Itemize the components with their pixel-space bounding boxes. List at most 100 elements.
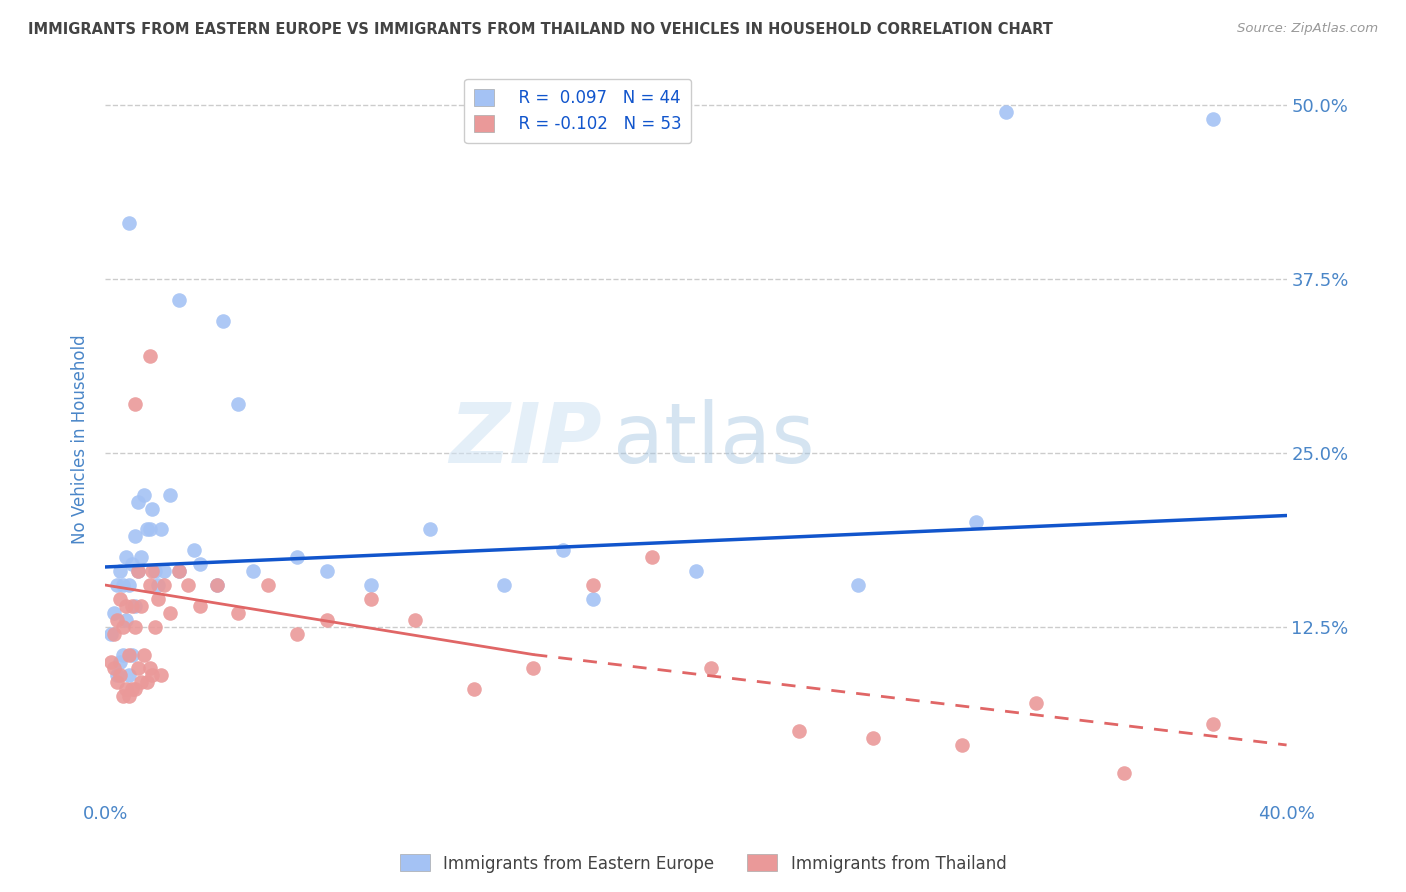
Point xyxy=(159,606,181,620)
Point xyxy=(115,682,138,697)
Point xyxy=(183,543,205,558)
Point xyxy=(256,578,278,592)
Point xyxy=(100,626,122,640)
Point xyxy=(177,578,200,592)
Point xyxy=(105,668,128,682)
Point xyxy=(127,564,149,578)
Point xyxy=(419,523,441,537)
Point xyxy=(581,578,603,592)
Point xyxy=(103,626,125,640)
Point xyxy=(148,578,170,592)
Text: ZIP: ZIP xyxy=(449,399,602,480)
Point xyxy=(207,578,229,592)
Point xyxy=(167,564,190,578)
Point xyxy=(115,613,138,627)
Point xyxy=(1202,717,1225,731)
Point xyxy=(145,564,167,578)
Point xyxy=(111,578,134,592)
Point xyxy=(551,543,574,558)
Point xyxy=(360,578,382,592)
Point xyxy=(285,550,308,565)
Point xyxy=(111,648,134,662)
Point xyxy=(138,349,160,363)
Y-axis label: No Vehicles in Household: No Vehicles in Household xyxy=(72,334,89,544)
Point xyxy=(124,529,146,543)
Point xyxy=(315,564,337,578)
Point xyxy=(285,626,308,640)
Point xyxy=(108,564,131,578)
Point xyxy=(153,578,176,592)
Point xyxy=(135,675,157,690)
Point xyxy=(121,558,143,572)
Point xyxy=(111,690,134,704)
Point xyxy=(404,613,426,627)
Point xyxy=(138,523,160,537)
Legend: Immigrants from Eastern Europe, Immigrants from Thailand: Immigrants from Eastern Europe, Immigran… xyxy=(392,847,1014,880)
Point xyxy=(188,558,211,572)
Point xyxy=(463,682,485,697)
Point xyxy=(108,668,131,682)
Point xyxy=(167,293,190,307)
Point xyxy=(153,564,176,578)
Text: IMMIGRANTS FROM EASTERN EUROPE VS IMMIGRANTS FROM THAILAND NO VEHICLES IN HOUSEH: IMMIGRANTS FROM EASTERN EUROPE VS IMMIGR… xyxy=(28,22,1053,37)
Point xyxy=(124,620,146,634)
Point xyxy=(141,501,163,516)
Point xyxy=(1025,696,1047,710)
Text: Source: ZipAtlas.com: Source: ZipAtlas.com xyxy=(1237,22,1378,36)
Point xyxy=(105,578,128,592)
Point xyxy=(127,494,149,508)
Point xyxy=(787,724,810,739)
Point xyxy=(138,578,160,592)
Point xyxy=(124,682,146,697)
Point xyxy=(167,564,190,578)
Point xyxy=(118,578,141,592)
Point xyxy=(966,516,988,530)
Point xyxy=(129,675,152,690)
Point xyxy=(138,661,160,675)
Point xyxy=(995,105,1018,120)
Point xyxy=(124,397,146,411)
Point xyxy=(121,599,143,613)
Point xyxy=(1114,765,1136,780)
Point xyxy=(118,690,141,704)
Point xyxy=(1202,112,1225,127)
Point xyxy=(207,578,229,592)
Point xyxy=(118,668,141,682)
Point xyxy=(111,620,134,634)
Point xyxy=(360,591,382,606)
Point xyxy=(148,591,170,606)
Point xyxy=(212,314,235,328)
Point xyxy=(150,523,173,537)
Point xyxy=(115,550,138,565)
Point xyxy=(150,668,173,682)
Point xyxy=(699,661,721,675)
Point xyxy=(640,550,662,565)
Point xyxy=(132,488,155,502)
Point xyxy=(581,591,603,606)
Point xyxy=(685,564,707,578)
Point xyxy=(242,564,264,578)
Point xyxy=(121,682,143,697)
Point xyxy=(132,648,155,662)
Point xyxy=(100,655,122,669)
Point xyxy=(124,599,146,613)
Point xyxy=(118,648,141,662)
Text: atlas: atlas xyxy=(613,399,815,480)
Point xyxy=(103,606,125,620)
Point xyxy=(226,397,249,411)
Point xyxy=(103,661,125,675)
Point xyxy=(127,661,149,675)
Point xyxy=(129,599,152,613)
Point xyxy=(226,606,249,620)
Point xyxy=(105,675,128,690)
Point xyxy=(522,661,544,675)
Point xyxy=(141,668,163,682)
Point xyxy=(188,599,211,613)
Point xyxy=(105,613,128,627)
Point xyxy=(846,578,869,592)
Point xyxy=(950,738,973,752)
Point xyxy=(108,655,131,669)
Point xyxy=(862,731,884,745)
Point xyxy=(108,591,131,606)
Point xyxy=(141,564,163,578)
